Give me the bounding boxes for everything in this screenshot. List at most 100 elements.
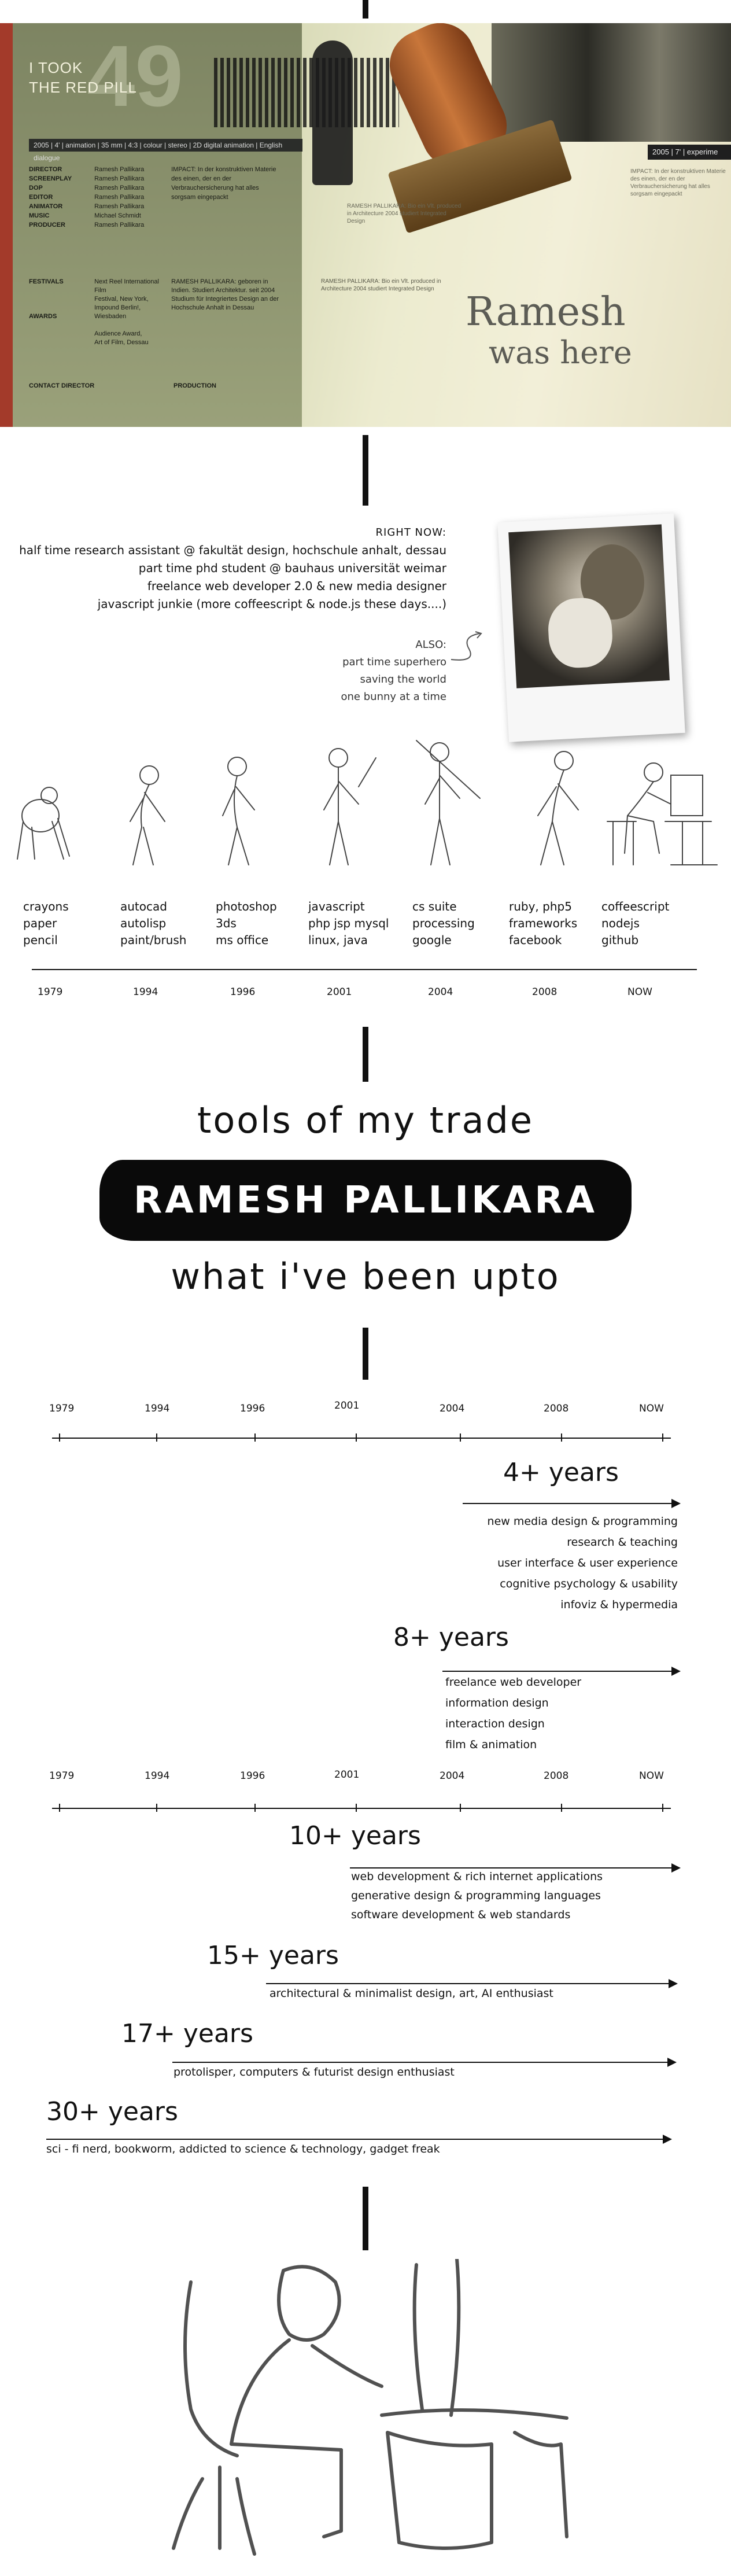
right-now-item: freelance web developer 2.0 & new media … xyxy=(147,579,446,593)
year-label: NOW xyxy=(639,1770,664,1782)
film-crew: DIRECTOR SCREENPLAY DOP EDITOR ANIMATOR MUSIC… xyxy=(29,165,283,230)
evolution-figure-5 xyxy=(416,740,481,865)
also-item: saving the world xyxy=(360,673,446,686)
year-label: 2008 xyxy=(532,986,558,998)
right-now-item: javascript junkie (more coffeescript & n… xyxy=(97,597,446,611)
divider-line xyxy=(363,435,368,506)
year-label: 2004 xyxy=(440,1403,465,1414)
year-label: 2001 xyxy=(334,1400,360,1412)
year-label: 1996 xyxy=(230,986,256,998)
barcode-stripes xyxy=(214,58,399,127)
bio-text: RAMESH PALLIKARA: geboren in Indien. Stu… xyxy=(171,278,279,311)
silhouette-figure xyxy=(312,40,353,185)
tools-group: ruby, php5 frameworks facebook xyxy=(509,900,578,947)
also-item: one bunny at a time xyxy=(341,691,446,703)
side-text-2: RAMESH PALLIKARA: Bio ein Vlt. produced … xyxy=(321,278,441,292)
hero-red-band xyxy=(0,23,13,427)
timeline-arrow xyxy=(442,1667,681,1676)
side-text: RAMESH PALLIKARA: Bio ein Vlt. produced … xyxy=(347,203,462,224)
also-title: ALSO: xyxy=(415,639,446,651)
skills-list: web development & rich internet applicat… xyxy=(351,1870,603,1921)
year-label: 1994 xyxy=(145,1770,170,1782)
stamp-imprint: Ramesh was here xyxy=(466,292,632,373)
evolution-figure-2 xyxy=(130,765,165,865)
heading-tools: tools of my trade xyxy=(197,1099,534,1141)
also-list: ALSO: part time superhero saving the wor… xyxy=(341,636,446,706)
year-label: 1996 xyxy=(240,1770,265,1782)
timeline-axis-top xyxy=(52,1438,671,1439)
photo-strip xyxy=(492,23,731,142)
evolution-figure-6 xyxy=(537,751,579,865)
tools-group: cs suite processing google xyxy=(412,900,475,947)
skills-list: freelance web developer information desig… xyxy=(445,1676,582,1751)
tools-group: photoshop 3ds ms office xyxy=(216,900,277,947)
evolution-figure-3 xyxy=(222,757,255,865)
stamp-line-1: Ramesh xyxy=(466,289,626,335)
year-label: 1979 xyxy=(38,986,63,998)
years-label: 8+ years xyxy=(393,1623,509,1652)
year-label: 2004 xyxy=(428,986,453,998)
heading-upto: what i've been upto xyxy=(171,1255,560,1298)
year-label: 2001 xyxy=(327,986,352,998)
years-label: 15+ years xyxy=(207,1941,339,1970)
hero-photo: 49 I TOOK THE RED PILL 2005 | 4' | anima… xyxy=(0,23,731,427)
portrait-image xyxy=(508,524,670,688)
film-card-number: 49 xyxy=(87,27,183,124)
name-title: RAMESH PALLIKARA xyxy=(133,1179,598,1222)
film-contact: CONTACT DIRECTOR PRODUCTION xyxy=(29,382,216,389)
skills-list: architectural & minimalist design, art, … xyxy=(269,1987,553,2000)
year-label: 2001 xyxy=(334,1769,360,1781)
year-label: NOW xyxy=(639,1403,664,1414)
divider-line xyxy=(363,2187,368,2250)
name-banner xyxy=(99,1160,632,1241)
film-festivals: FESTIVALS AWARDS Next Reel International … xyxy=(29,278,283,347)
evolution-sketch xyxy=(17,740,718,865)
impact-text: IMPACT: In der konstruktiven Materie des… xyxy=(171,166,276,201)
divider-line-top xyxy=(363,0,368,19)
polaroid-photo xyxy=(497,513,685,742)
film-meta-bar: 2005 | 4' | animation | 35 mm | 4:3 | co… xyxy=(29,139,302,162)
curved-arrow-icon xyxy=(451,631,482,661)
skills-list: new media design & programming research &… xyxy=(487,1515,678,1611)
timeline-arrow xyxy=(46,2135,672,2144)
right-now-title: RIGHT NOW: xyxy=(375,526,446,539)
years-label: 4+ years xyxy=(503,1458,619,1487)
year-label: 1994 xyxy=(133,986,158,998)
also-item: part time superhero xyxy=(342,656,446,668)
film-title-line-2: THE RED PILL xyxy=(29,79,137,96)
year-label: 1979 xyxy=(49,1403,75,1414)
divider-line xyxy=(363,1027,368,1082)
year-label: 2004 xyxy=(440,1770,465,1782)
film-title-line-1: I TOOK xyxy=(29,59,83,76)
year-label: 1994 xyxy=(145,1403,170,1414)
right-now-list: RIGHT NOW: half time research assistant … xyxy=(19,524,446,613)
tools-group: javascript php jsp mysql linux, java xyxy=(308,900,389,947)
skills-list: sci - fi nerd, bookworm, addicted to sci… xyxy=(46,2143,440,2155)
timeline-arrow xyxy=(266,1979,678,1988)
right-now-item: half time research assistant @ fakultät … xyxy=(19,543,446,557)
timeline-arrow xyxy=(172,2058,677,2067)
year-label: 2008 xyxy=(544,1770,569,1782)
evolution-ape-figure xyxy=(17,787,70,860)
tools-group: coffeescript nodejs github xyxy=(601,900,670,947)
year-label: 2008 xyxy=(544,1403,569,1414)
side-text-3: IMPACT: In der konstruktiven Materie des… xyxy=(630,168,726,197)
evolution-computer-figure xyxy=(607,762,718,865)
right-now-item: part time phd student @ bauhaus universi… xyxy=(138,561,446,575)
year-label: 1979 xyxy=(49,1770,75,1782)
timeline-arrow xyxy=(350,1863,681,1873)
tools-group: crayons paper pencil xyxy=(23,900,69,947)
years-label: 30+ years xyxy=(46,2097,178,2127)
tools-group: autocad autolisp paint/brush xyxy=(120,900,187,947)
divider-line xyxy=(363,1328,368,1380)
film-card-title: I TOOK THE RED PILL xyxy=(29,58,137,97)
timeline-axis-bottom xyxy=(52,1808,671,1809)
year-label: 1996 xyxy=(240,1403,265,1414)
years-label: 10+ years xyxy=(289,1821,421,1851)
stamp-line-2: was here xyxy=(489,334,632,371)
evolution-axis xyxy=(32,969,697,970)
years-label: 17+ years xyxy=(121,2019,253,2048)
skills-list: protolisper, computers & futurist design… xyxy=(173,2066,455,2079)
evolution-figure-4 xyxy=(323,748,376,865)
film-year-bar: 2005 | 7' | experime xyxy=(648,145,731,160)
